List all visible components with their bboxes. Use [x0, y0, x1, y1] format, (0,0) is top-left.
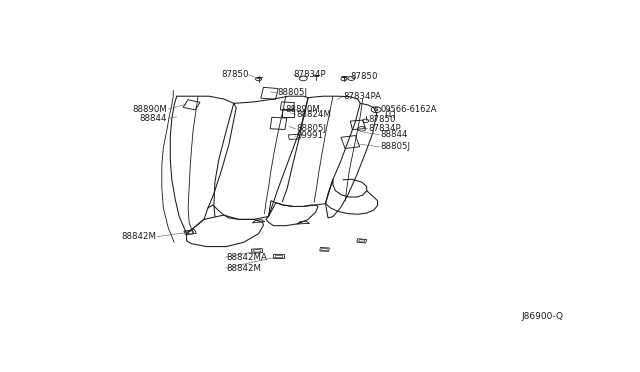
- Text: 88805J: 88805J: [381, 142, 411, 151]
- Text: 87834P: 87834P: [293, 70, 326, 79]
- Text: 88844: 88844: [140, 114, 167, 123]
- Text: 88805J: 88805J: [297, 124, 327, 133]
- Text: 88842M: 88842M: [122, 232, 156, 241]
- Text: 09566-6162A: 09566-6162A: [381, 105, 437, 114]
- Text: 88805J: 88805J: [277, 88, 307, 97]
- Text: 88842M: 88842M: [227, 264, 261, 273]
- Text: S: S: [374, 107, 378, 112]
- Text: 88824M: 88824M: [297, 110, 332, 119]
- Text: 87850: 87850: [369, 115, 396, 125]
- Text: 87850: 87850: [350, 72, 378, 81]
- Text: J86900-Q: J86900-Q: [522, 312, 564, 321]
- Text: 88844: 88844: [381, 130, 408, 139]
- Text: 87834PA: 87834PA: [343, 92, 381, 101]
- Text: 87850: 87850: [221, 70, 249, 79]
- Text: 88890M: 88890M: [286, 105, 321, 113]
- Text: (1): (1): [385, 110, 396, 119]
- Text: 88890M: 88890M: [132, 105, 167, 113]
- Text: 99991: 99991: [297, 131, 324, 140]
- Text: 88842MA: 88842MA: [227, 253, 267, 262]
- Text: 87834P: 87834P: [369, 124, 401, 133]
